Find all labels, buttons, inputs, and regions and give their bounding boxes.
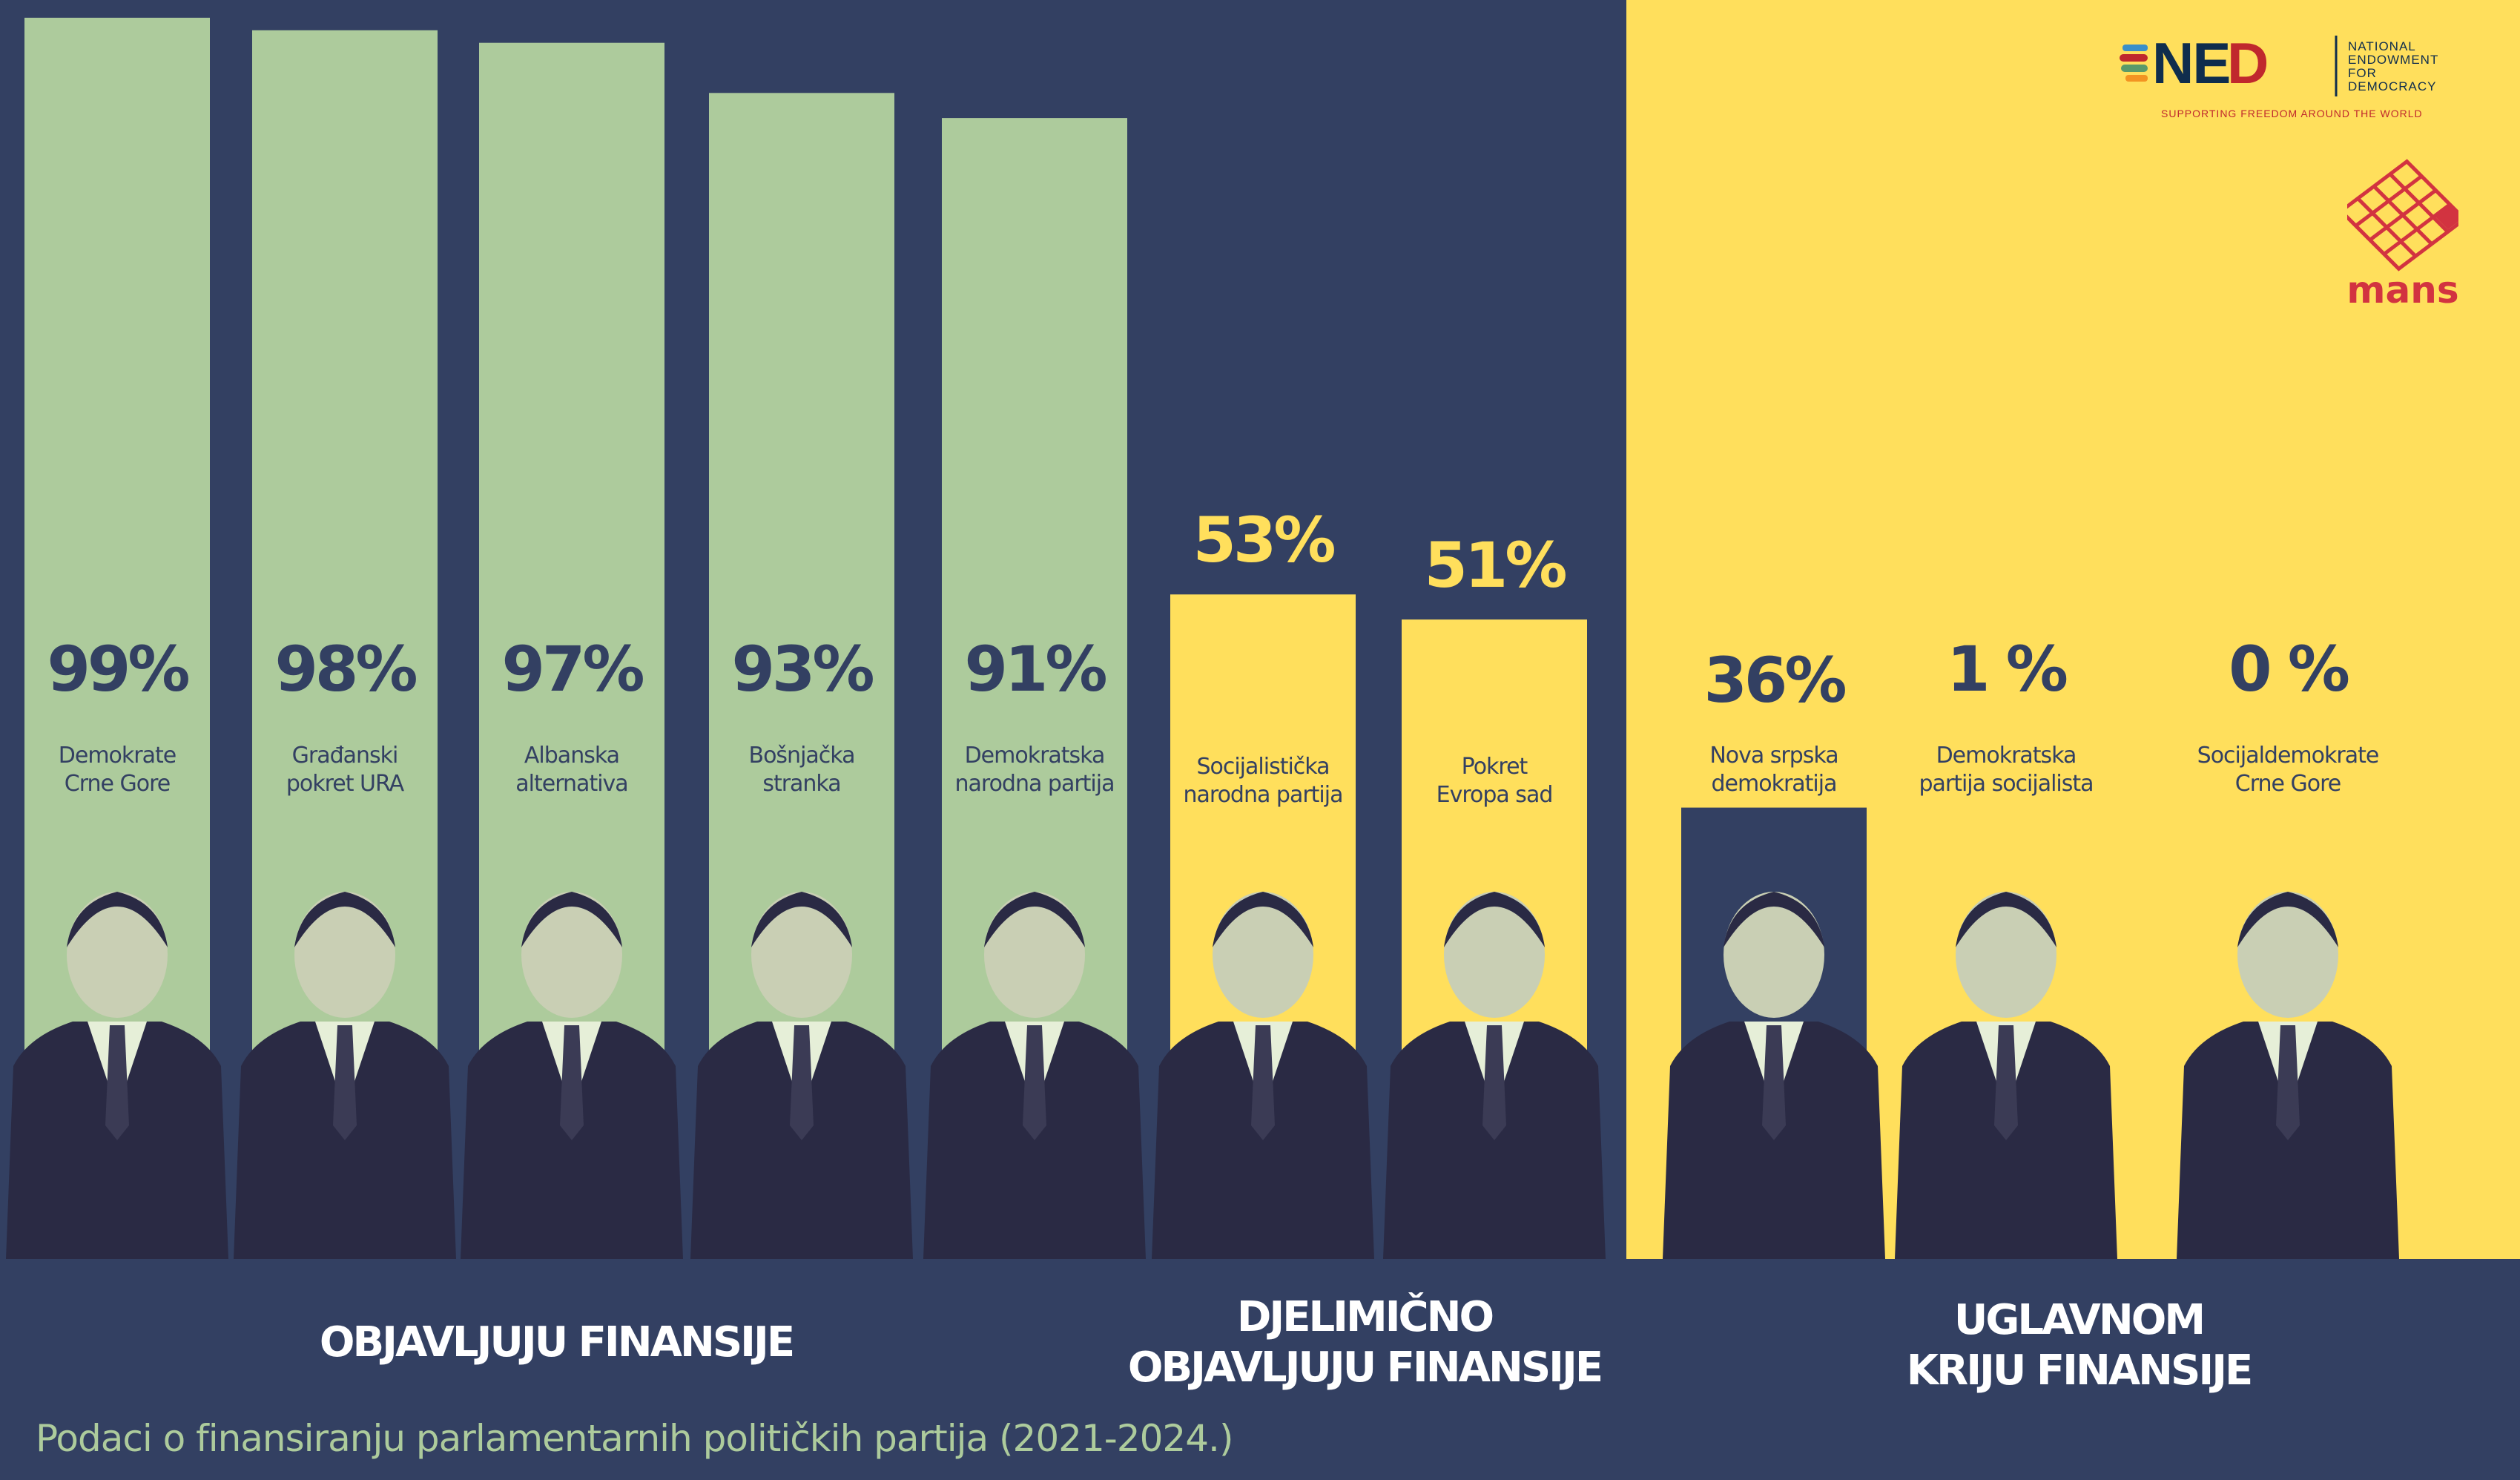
politician-portrait xyxy=(690,892,913,1259)
mans-grid-icon xyxy=(2338,159,2468,272)
svg-text:D: D xyxy=(2227,30,2269,96)
svg-text:SUPPORTING FREEDOM AROUND THE: SUPPORTING FREEDOM AROUND THE WORLD xyxy=(2161,108,2423,119)
value-label: 98% xyxy=(274,633,418,706)
party-name-label: Demokrate Crne Gore xyxy=(58,743,177,797)
value-label: 36% xyxy=(1703,644,1847,717)
ned-globe-icon xyxy=(2120,45,2148,82)
value-label: 0 % xyxy=(2229,633,2350,706)
politician-portrait xyxy=(1152,892,1374,1259)
svg-text:NE: NE xyxy=(2152,30,2229,96)
party-name-label: Nova srpska demokratija xyxy=(1709,743,1838,797)
politician-portrait xyxy=(923,892,1146,1259)
value-label: 53% xyxy=(1193,504,1336,577)
party-name-label: Demokratska partija socijalista xyxy=(1919,743,2094,797)
value-label: 91% xyxy=(964,633,1107,706)
politician-portrait xyxy=(1895,892,2117,1259)
politician-portrait xyxy=(234,892,456,1259)
bar-chart xyxy=(6,17,2399,1259)
party-name-label: Pokret Evropa sad xyxy=(1436,754,1554,808)
politician-portrait xyxy=(6,892,228,1259)
party-name-label: Demokratska narodna partija xyxy=(954,743,1115,797)
value-label: 99% xyxy=(47,633,190,706)
value-label: 51% xyxy=(1424,529,1567,602)
value-label: 93% xyxy=(731,633,874,706)
party-name-label: Socijaldemokrate Crne Gore xyxy=(2197,743,2380,797)
svg-text:mans: mans xyxy=(2347,269,2458,312)
ned-logo: NE D NATIONAL ENDOWMENT FOR DEMOCRACY SUPPO… xyxy=(2120,30,2468,129)
subtitle: Podaci o finansiranju parlamentarnih pol… xyxy=(36,1417,1233,1460)
mans-logo: mans xyxy=(2338,156,2468,315)
politician-portrait xyxy=(461,892,683,1259)
party-name-label: Socijalistička narodna partija xyxy=(1183,754,1344,808)
party-name-label: Bošnjačka stranka xyxy=(748,743,855,797)
politician-portrait xyxy=(1663,892,1885,1259)
politician-portrait xyxy=(1383,892,1606,1259)
party-name-label: Građanski pokret URA xyxy=(286,743,404,797)
politician-portrait xyxy=(2177,892,2399,1259)
value-label: 1 % xyxy=(1947,633,2068,706)
party-name-label: Albanska alternativa xyxy=(515,743,628,797)
group-label-published: OBJAVLJUJU FINANSIJE xyxy=(319,1318,795,1366)
group-label-hiding: UGLAVNOM KRIJU FINANSIJE xyxy=(1906,1296,2254,1395)
group-label-partially: DJELIMIČNO OBJAVLJUJU FINANSIJE xyxy=(1127,1293,1603,1392)
value-label: 97% xyxy=(501,633,644,706)
